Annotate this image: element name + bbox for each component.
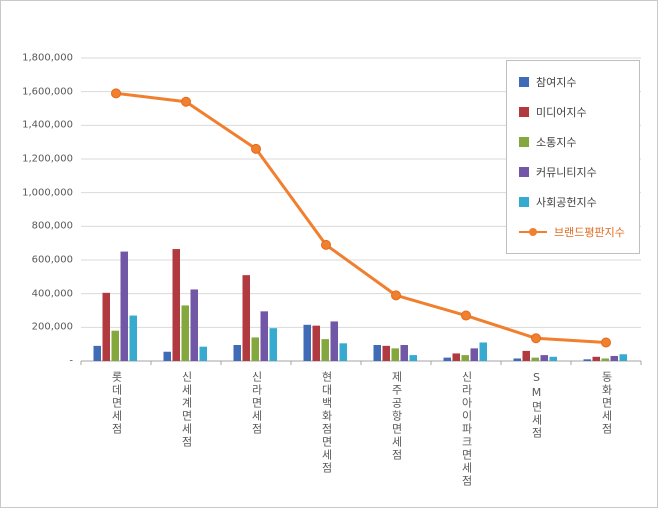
bar	[601, 358, 609, 361]
line-marker	[251, 143, 261, 154]
bar	[269, 328, 277, 361]
bar	[242, 275, 250, 361]
bar	[461, 355, 469, 361]
y-tick-label: 1,400,000	[22, 119, 73, 131]
x-category-label: 현대백화점면세점	[320, 371, 333, 475]
y-tick-label: 1,600,000	[22, 86, 73, 98]
bar	[129, 315, 137, 361]
bar	[373, 345, 381, 361]
legend-line-marker-icon	[519, 227, 547, 237]
bar	[540, 355, 548, 361]
bar	[93, 345, 101, 361]
bar	[233, 345, 241, 361]
bar	[443, 357, 451, 361]
bar	[260, 311, 268, 361]
bar	[312, 325, 320, 361]
bar	[583, 359, 591, 361]
bar	[163, 351, 171, 361]
bar	[339, 343, 347, 361]
bar	[531, 357, 539, 361]
y-tick-label: 600,000	[31, 254, 73, 266]
x-category-label: 동화면세점	[600, 371, 613, 436]
x-category-label: 신라아이파크면세점	[460, 371, 473, 488]
y-tick-label: 1,200,000	[22, 153, 73, 165]
legend-label: 브랜드평판지수	[554, 226, 625, 239]
legend-swatch-icon	[519, 197, 529, 207]
bar	[400, 345, 408, 361]
bar	[303, 324, 311, 361]
legend-item: 미디어지수	[519, 104, 627, 120]
x-category-label: 제주공항면세점	[390, 371, 403, 462]
legend-label: 소통지수	[536, 136, 577, 149]
bar	[592, 356, 600, 361]
y-tick-label: 1,000,000	[22, 187, 73, 199]
line-marker	[531, 333, 541, 344]
legend-item: 참여지수	[519, 74, 627, 90]
bar	[102, 292, 110, 361]
legend-label: 참여지수	[536, 76, 577, 89]
bar	[470, 348, 478, 361]
y-tick-label: 800,000	[31, 220, 73, 232]
bar	[452, 353, 460, 361]
x-category-label: SM면세점	[530, 371, 543, 440]
bar	[181, 305, 189, 361]
legend-item: 소통지수	[519, 134, 627, 150]
bar	[513, 358, 521, 361]
bar	[321, 339, 329, 361]
bar	[111, 330, 119, 361]
bar	[251, 337, 259, 361]
bar	[549, 356, 557, 361]
legend-label: 커뮤니티지수	[536, 166, 597, 179]
line-marker	[461, 310, 471, 321]
line-marker	[321, 239, 331, 250]
line-marker	[111, 88, 121, 99]
legend-swatch-icon	[519, 77, 529, 87]
y-tick-label: 400,000	[31, 288, 73, 300]
bar	[120, 251, 128, 361]
legend-swatch-icon	[519, 137, 529, 147]
bar	[391, 348, 399, 361]
legend-item: 사회공헌지수	[519, 194, 627, 210]
bar	[382, 345, 390, 361]
bar	[522, 350, 530, 361]
bar	[610, 355, 618, 361]
x-category-label: 신세계면세점	[180, 371, 193, 449]
y-tick-label: 200,000	[31, 321, 73, 333]
legend-item-line: 브랜드평판지수	[519, 224, 627, 240]
bar	[199, 346, 207, 361]
y-tick-label: 1,800,000	[22, 52, 73, 64]
reputation-line	[115, 91, 607, 344]
bar	[479, 342, 487, 361]
bar	[330, 321, 338, 361]
y-tick-label: -	[69, 355, 73, 367]
bar	[172, 249, 180, 361]
bar	[409, 355, 417, 361]
bar	[619, 354, 627, 361]
x-category-label: 롯데면세점	[110, 371, 123, 436]
legend-item: 커뮤니티지수	[519, 164, 627, 180]
legend-label: 사회공헌지수	[536, 196, 597, 209]
legend-swatch-icon	[519, 167, 529, 177]
bar	[190, 289, 198, 361]
line-marker	[601, 337, 611, 348]
line-marker	[181, 96, 191, 107]
legend-label: 미디어지수	[536, 106, 587, 119]
x-category-label: 신라면세점	[250, 371, 263, 436]
legend-swatch-icon	[519, 107, 529, 117]
line-marker	[391, 290, 401, 301]
